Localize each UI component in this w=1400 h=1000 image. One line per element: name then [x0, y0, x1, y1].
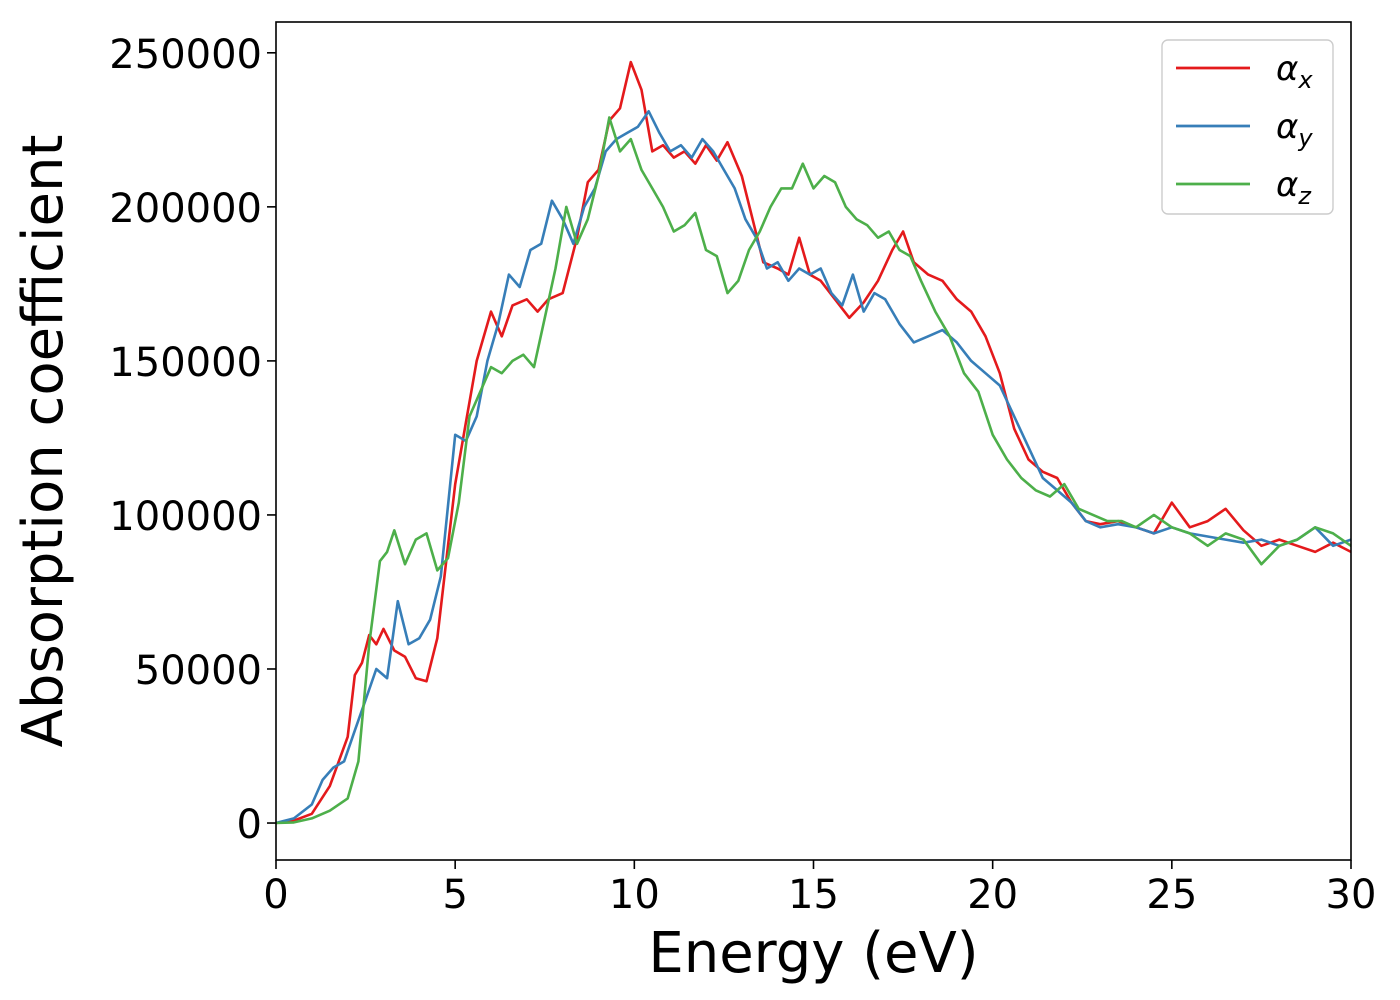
legend-label-x: αx — [1276, 49, 1313, 94]
x-tick-label: 25 — [1146, 872, 1197, 918]
y-tick-label: 250000 — [109, 32, 262, 78]
y-axis-label: Absorption coefficient — [11, 135, 76, 748]
x-tick-label: 20 — [967, 872, 1018, 918]
x-tick-label: 15 — [788, 872, 839, 918]
series-lines — [276, 60, 1351, 825]
y-tick-label: 100000 — [109, 494, 262, 540]
x-axis-label: Energy (eV) — [648, 921, 978, 986]
series-line-y — [276, 110, 1351, 825]
y-axis-ticks: 0 50000 100000 150000 200000 250000 — [109, 32, 276, 848]
x-tick-label: 10 — [609, 872, 660, 918]
y-tick-label: 150000 — [109, 340, 262, 386]
y-tick-label: 200000 — [109, 186, 262, 232]
x-tick-label: 5 — [442, 872, 467, 918]
y-tick-label: 50000 — [135, 648, 262, 694]
series-line-x — [276, 60, 1351, 825]
x-tick-label: 30 — [1326, 872, 1377, 918]
legend: αx αy αz — [1161, 39, 1334, 215]
x-tick-label: 0 — [263, 872, 288, 918]
legend-label-y: αy — [1276, 107, 1313, 152]
x-axis-ticks: 0 5 10 15 20 25 30 — [263, 860, 1376, 918]
legend-label-z: αz — [1276, 165, 1312, 210]
series-line-z — [276, 116, 1351, 825]
y-tick-label: 0 — [237, 802, 262, 848]
